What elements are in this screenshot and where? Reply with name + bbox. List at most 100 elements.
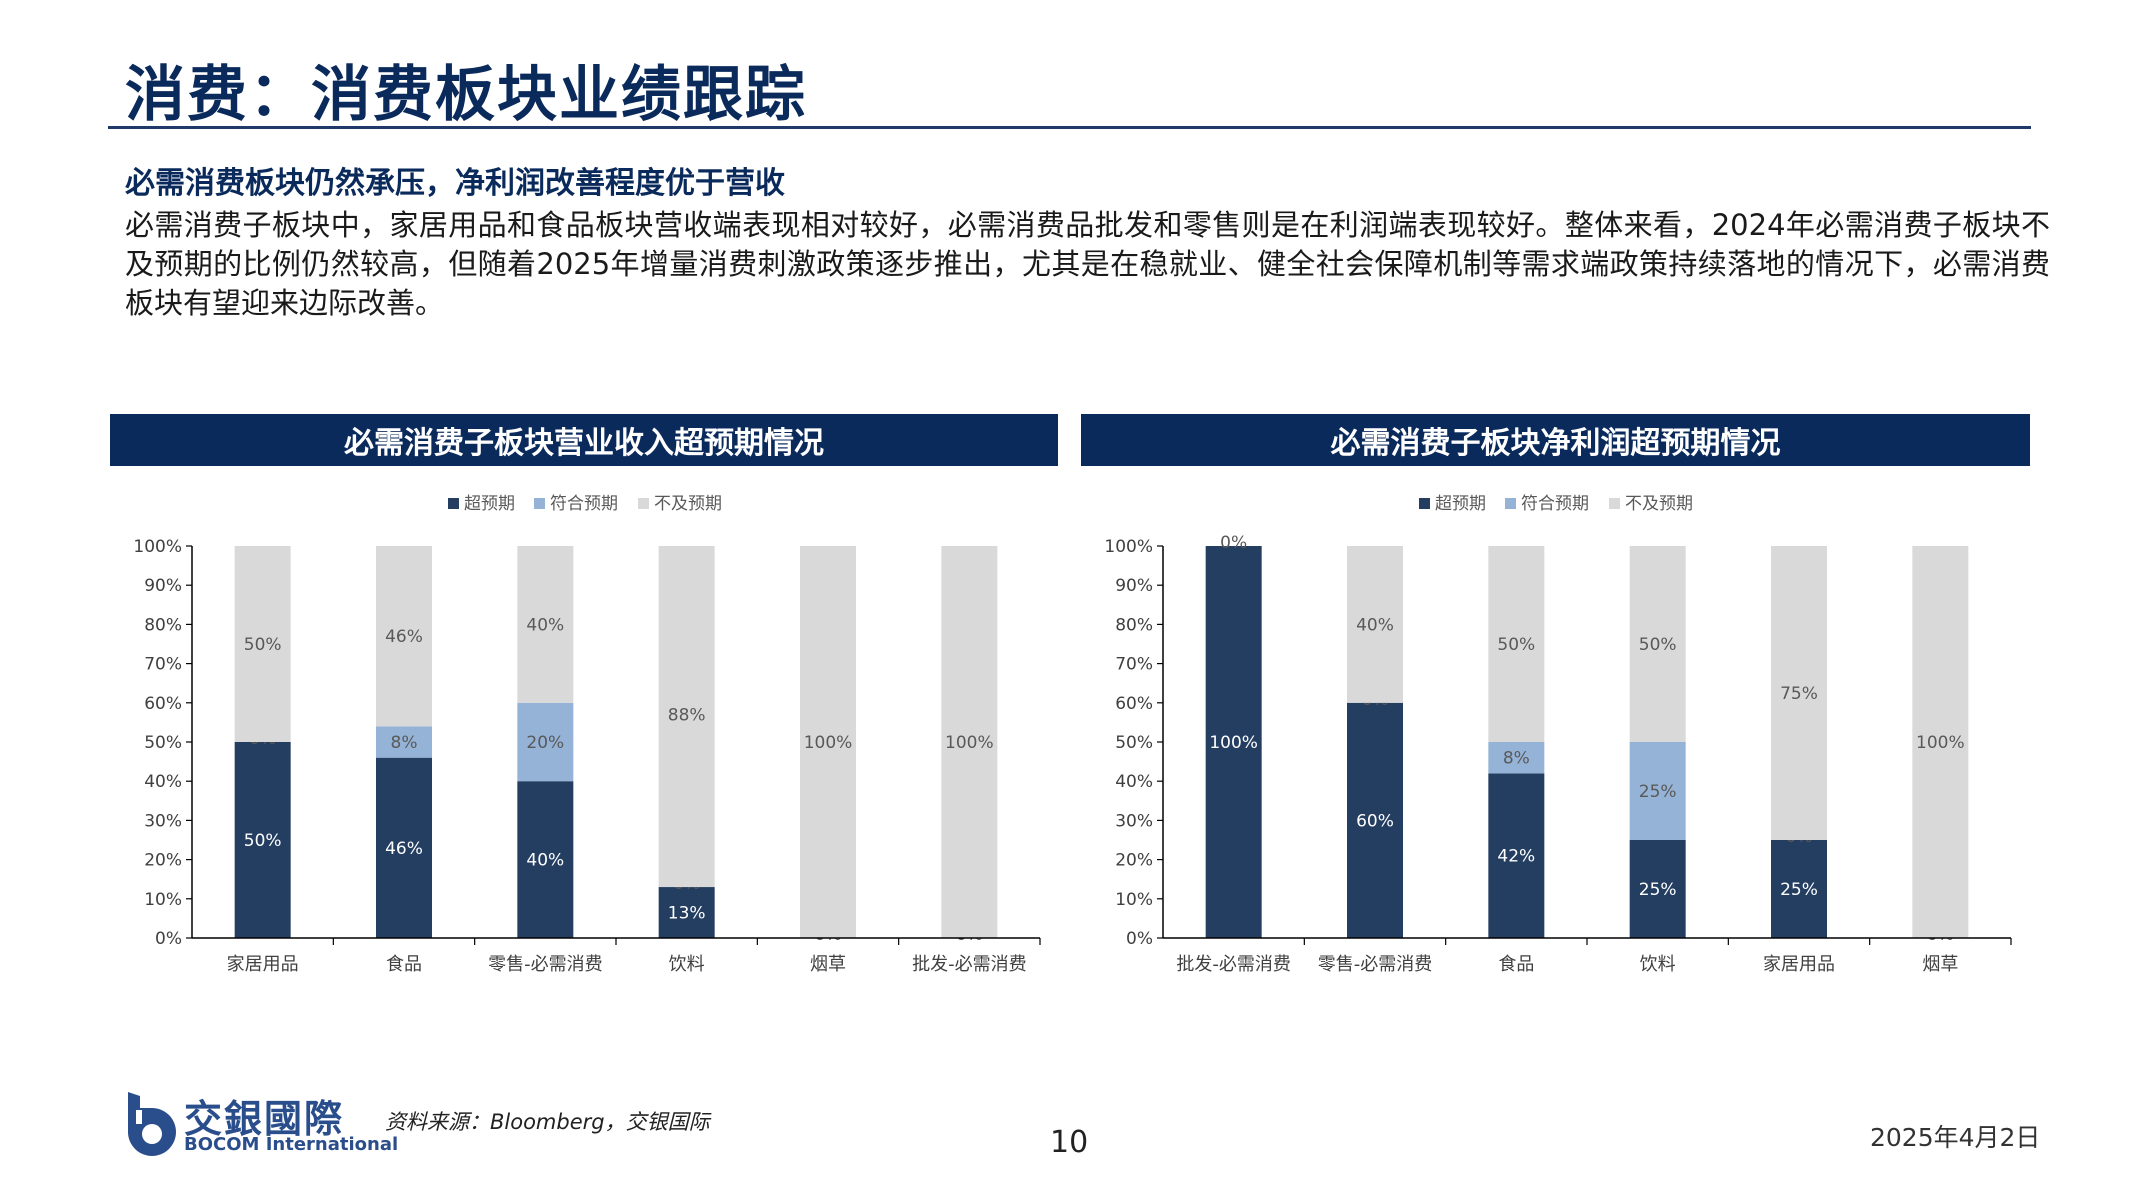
y-tick-label: 30% bbox=[144, 811, 182, 831]
bar-inline bbox=[517, 702, 574, 782]
legend-swatch-beat bbox=[1419, 498, 1430, 509]
data-label: 40% bbox=[526, 851, 564, 871]
data-label: 50% bbox=[244, 831, 282, 851]
bar-miss bbox=[234, 546, 291, 742]
legend-swatch-inline bbox=[534, 498, 545, 509]
legend-swatch-beat bbox=[448, 498, 459, 509]
bar-miss bbox=[376, 546, 432, 727]
y-tick-label: 10% bbox=[144, 890, 182, 910]
data-label: 50% bbox=[1497, 635, 1535, 655]
y-tick-label: 30% bbox=[1115, 811, 1153, 831]
legend-label-inline: 符合预期 bbox=[1521, 494, 1589, 514]
title-divider bbox=[108, 126, 2031, 129]
data-label: 50% bbox=[244, 635, 282, 655]
data-label: 8% bbox=[391, 733, 418, 753]
y-tick-label: 0% bbox=[155, 929, 182, 949]
y-tick-label: 70% bbox=[144, 655, 182, 675]
legend-label-miss: 不及预期 bbox=[654, 494, 722, 514]
y-tick-label: 10% bbox=[1115, 890, 1153, 910]
revenue-chart-header: 必需消费子板块营业收入超预期情况 bbox=[110, 414, 1058, 466]
y-tick-label: 100% bbox=[1104, 537, 1153, 557]
bar-miss bbox=[1488, 546, 1545, 742]
bar-miss bbox=[1629, 546, 1686, 742]
bar-beat bbox=[658, 887, 715, 938]
page-number: 10 bbox=[1050, 1125, 1089, 1160]
data-label: 46% bbox=[385, 627, 423, 647]
x-category-label: 零售-必需消费 bbox=[488, 954, 603, 975]
data-label: 13% bbox=[668, 904, 706, 924]
logo-english-text: BOCOM International bbox=[184, 1134, 399, 1155]
bar-beat bbox=[1771, 840, 1827, 938]
bar-beat bbox=[376, 757, 432, 938]
bar-miss bbox=[1347, 546, 1403, 703]
legend-swatch-miss bbox=[1609, 498, 1620, 509]
legend-label-inline: 符合预期 bbox=[550, 494, 618, 514]
bar-beat bbox=[1347, 702, 1403, 938]
bar-miss bbox=[658, 546, 715, 888]
bar-inline bbox=[376, 726, 432, 758]
data-label: 40% bbox=[1356, 615, 1394, 635]
source-note: 资料来源：Bloomberg，交银国际 bbox=[385, 1110, 710, 1134]
revenue-beat-chart: 超预期 符合预期 不及预期 0% 10% 20% 30% 40% 50% 60% 70% 80% 90%… bbox=[133, 494, 1041, 975]
legend-label-beat: 超预期 bbox=[1435, 494, 1486, 514]
report-date: 2025年4月2日 bbox=[1870, 1123, 2041, 1152]
data-label: 50% bbox=[1639, 635, 1677, 655]
bar-beat bbox=[1488, 773, 1545, 938]
bar-miss bbox=[800, 546, 856, 938]
x-category-label: 家居用品 bbox=[1763, 954, 1835, 975]
profit-beat-chart: 超预期 符合预期 不及预期 0% 10% 20% 30% 40% 50% 60% 70% 80% 90%… bbox=[1104, 494, 2012, 975]
data-label: 46% bbox=[385, 839, 423, 859]
profit-chart-header: 必需消费子板块净利润超预期情况 bbox=[1081, 414, 2030, 466]
logo-chinese-text: 交銀國際 bbox=[184, 1097, 345, 1141]
y-tick-label: 80% bbox=[144, 615, 182, 635]
data-label: 60% bbox=[1356, 811, 1394, 831]
y-tick-label: 0% bbox=[1126, 929, 1153, 949]
data-label: 75% bbox=[1780, 684, 1818, 704]
x-category-label: 批发-必需消费 bbox=[1176, 954, 1291, 975]
x-category-label: 批发-必需消费 bbox=[912, 954, 1026, 975]
data-label: 25% bbox=[1780, 880, 1818, 900]
data-label: 25% bbox=[1639, 782, 1677, 802]
data-label: 8% bbox=[1503, 749, 1530, 769]
x-category-label: 烟草 bbox=[1922, 954, 1958, 975]
data-label: 100% bbox=[804, 733, 853, 753]
x-category-label: 饮料 bbox=[1640, 954, 1676, 975]
bar-beat bbox=[234, 742, 291, 938]
y-tick-label: 100% bbox=[133, 537, 182, 557]
y-tick-label: 50% bbox=[144, 733, 182, 753]
data-label: 42% bbox=[1497, 847, 1535, 867]
bar-beat bbox=[1205, 546, 1262, 938]
y-tick-label: 20% bbox=[144, 851, 182, 871]
y-tick-label: 40% bbox=[1115, 772, 1153, 792]
y-tick-label: 20% bbox=[1115, 851, 1153, 871]
bocom-logo: 交銀國際 BOCOM International bbox=[108, 1088, 398, 1160]
bar-miss bbox=[1912, 546, 1969, 938]
page-title: 消费：消费板块业绩跟踪 bbox=[125, 60, 807, 130]
data-label: 40% bbox=[526, 615, 564, 635]
data-label: 0% bbox=[1220, 533, 1247, 553]
x-category-label: 零售-必需消费 bbox=[1318, 954, 1433, 975]
legend-label-miss: 不及预期 bbox=[1625, 494, 1693, 514]
y-tick-label: 60% bbox=[144, 694, 182, 714]
x-category-label: 食品 bbox=[386, 954, 422, 975]
data-label: 88% bbox=[668, 706, 706, 726]
data-label: 100% bbox=[1209, 733, 1258, 753]
body-paragraph: 必需消费子板块中，家居用品和食品板块营收端表现相对较好，必需消费品批发和零售则是… bbox=[125, 208, 2050, 320]
x-category-label: 食品 bbox=[1498, 954, 1534, 975]
data-label: 100% bbox=[1916, 733, 1965, 753]
bar-miss bbox=[517, 546, 574, 703]
x-category-label: 烟草 bbox=[810, 954, 846, 975]
y-tick-label: 90% bbox=[144, 576, 182, 596]
legend-swatch-inline bbox=[1505, 498, 1516, 509]
y-tick-label: 50% bbox=[1115, 733, 1153, 753]
bar-inline bbox=[1629, 742, 1686, 840]
x-category-label: 饮料 bbox=[669, 954, 705, 975]
section-subtitle: 必需消费板块仍然承压，净利润改善程度优于营收 bbox=[125, 166, 785, 201]
bar-miss bbox=[1771, 546, 1827, 840]
y-tick-label: 60% bbox=[1115, 694, 1153, 714]
bar-beat bbox=[1629, 840, 1686, 938]
legend-swatch-miss bbox=[638, 498, 649, 509]
data-label: 25% bbox=[1639, 880, 1677, 900]
y-tick-label: 40% bbox=[144, 772, 182, 792]
bar-inline bbox=[1488, 742, 1545, 774]
